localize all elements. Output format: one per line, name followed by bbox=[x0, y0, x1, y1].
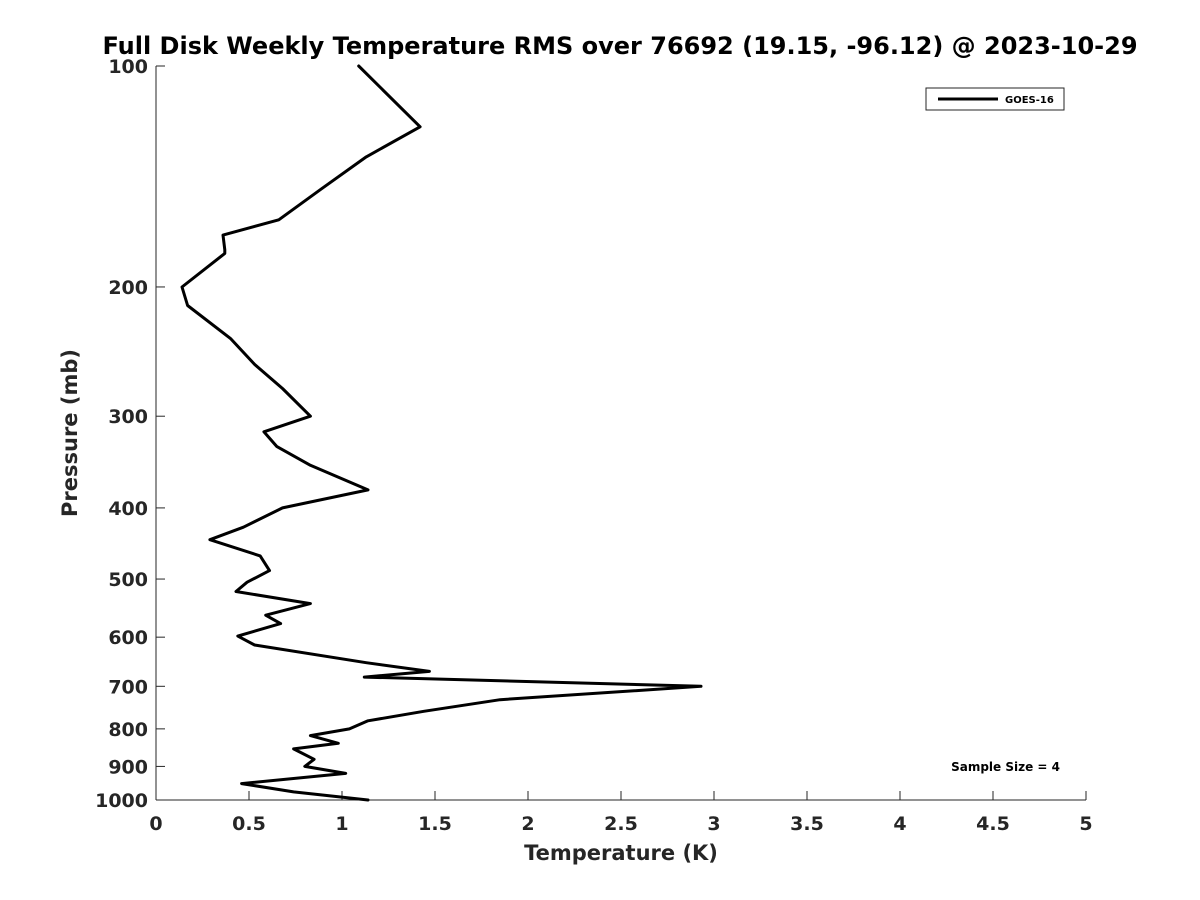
chart-title: Full Disk Weekly Temperature RMS over 76… bbox=[102, 32, 1137, 60]
y-ticks: 100 200 300 400 500 600 700 800 900 1000 bbox=[95, 56, 165, 812]
x-tick-label: 3.5 bbox=[790, 813, 824, 835]
y-tick-label: 800 bbox=[108, 719, 148, 741]
x-tick-label: 1.5 bbox=[418, 813, 452, 835]
sample-size-annotation: Sample Size = 4 bbox=[951, 760, 1060, 774]
x-tick-label: 2.5 bbox=[604, 813, 638, 835]
x-axis-label: Temperature (K) bbox=[524, 841, 718, 865]
y-tick-label: 1000 bbox=[95, 790, 148, 812]
axes bbox=[155, 66, 1086, 801]
x-tick-label: 1 bbox=[335, 813, 348, 835]
y-tick-label: 500 bbox=[108, 569, 148, 591]
x-tick-label: 0 bbox=[149, 813, 162, 835]
legend: GOES-16 bbox=[925, 87, 1065, 111]
x-tick-label: 0.5 bbox=[232, 813, 266, 835]
y-tick-label: 700 bbox=[108, 676, 148, 698]
y-tick-label: 900 bbox=[108, 756, 148, 778]
x-tick-label: 3 bbox=[707, 813, 720, 835]
y-tick-label: 100 bbox=[108, 56, 148, 78]
x-tick-label: 5 bbox=[1079, 813, 1092, 835]
series-layer bbox=[180, 64, 703, 802]
x-tick-label: 2 bbox=[521, 813, 534, 835]
legend-label: GOES-16 bbox=[1005, 95, 1054, 106]
x-ticks: 0 0.5 1 1.5 2 2.5 3 3.5 4 4.5 5 bbox=[149, 791, 1093, 835]
y-tick-label: 200 bbox=[108, 277, 148, 299]
series-line-goes-16 bbox=[180, 64, 703, 802]
y-tick-label: 600 bbox=[108, 627, 148, 649]
y-tick-label: 300 bbox=[108, 406, 148, 428]
y-axis-label: Pressure (mb) bbox=[58, 349, 82, 517]
x-tick-label: 4 bbox=[893, 813, 906, 835]
x-tick-label: 4.5 bbox=[976, 813, 1010, 835]
y-tick-label: 400 bbox=[108, 498, 148, 520]
